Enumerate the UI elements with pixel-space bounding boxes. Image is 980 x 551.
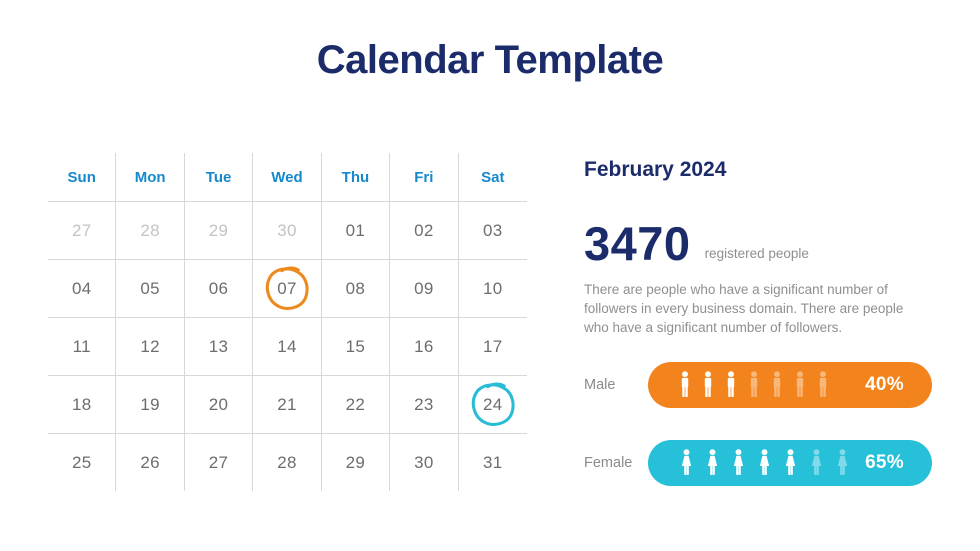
calendar-day-cell: 29: [184, 201, 254, 259]
calendar-day-cell: 18: [48, 375, 117, 433]
percent-label: 40%: [865, 374, 904, 395]
percent-label: 65%: [865, 452, 904, 473]
calendar-day-cell: 25: [48, 433, 117, 491]
calendar-day-cell: 01: [321, 201, 391, 259]
calendar-day-cell: 17: [458, 317, 527, 375]
male-person-icon: [701, 371, 715, 399]
bar-label: Male: [584, 377, 616, 393]
calendar-day-cell: 04: [48, 259, 117, 317]
page-title: Calendar Template: [316, 38, 664, 82]
calendar-day-cell: 28: [253, 433, 322, 491]
weekday-header: Thu: [322, 153, 391, 201]
female-person-icon: [782, 449, 799, 477]
person-icons-group: [678, 449, 851, 477]
calendar-day-cell: 11: [48, 317, 117, 375]
calendar-day-cell: 28: [116, 201, 185, 259]
stat-row: 3470 registered people: [584, 217, 809, 270]
female-progress-pill: 65%: [648, 440, 932, 486]
calendar-day-cell: 23: [390, 375, 459, 433]
calendar-day-cell: 14: [253, 317, 322, 375]
male-person-icon: [678, 371, 692, 399]
male-progress-pill: 40%: [648, 362, 932, 408]
weekday-header: Fri: [390, 153, 459, 201]
stat-caption: registered people: [704, 246, 809, 262]
calendar-day-cell: 24: [458, 375, 527, 433]
calendar-day-cell: 29: [321, 433, 391, 491]
weekday-header: Mon: [116, 153, 185, 201]
calendar-day-cell: 27: [48, 201, 117, 259]
female-person-icon: [704, 449, 721, 477]
calendar-day-cell: 30: [390, 433, 459, 491]
female-person-icon: [678, 449, 695, 477]
calendar: Sun Mon Tue Wed Thu Fri Sat 27 28 29 30 01 02 03 04 05 0…: [48, 153, 527, 491]
calendar-day-cell: 19: [116, 375, 185, 433]
male-person-icon: [747, 371, 761, 399]
calendar-day-cell: 05: [116, 259, 185, 317]
male-bar-row: Male 40%: [584, 362, 932, 408]
male-person-icon: [793, 371, 807, 399]
female-bar-row: Female 65%: [584, 440, 932, 486]
male-person-icon: [816, 371, 830, 399]
hand-drawn-circle-icon: [471, 382, 515, 426]
calendar-day-cell: 08: [321, 259, 391, 317]
month-title: February 2024: [584, 158, 727, 181]
female-person-icon: [756, 449, 773, 477]
female-person-icon: [808, 449, 825, 477]
calendar-day-cell: 09: [390, 259, 459, 317]
calendar-day-cell: 31: [458, 433, 527, 491]
female-person-icon: [730, 449, 747, 477]
calendar-day-cell: 27: [184, 433, 254, 491]
hand-drawn-circle-icon: [265, 266, 309, 310]
bar-label: Female: [584, 455, 633, 471]
calendar-day-cell: 15: [321, 317, 391, 375]
calendar-day-cell: 10: [458, 259, 527, 317]
calendar-day-cell: 06: [184, 259, 254, 317]
calendar-day-cell: 02: [390, 201, 459, 259]
calendar-day-cell: 03: [458, 201, 527, 259]
stat-description: There are people who have a significant …: [584, 282, 904, 335]
calendar-day-cell: 22: [321, 375, 391, 433]
calendar-day-cell: 07: [253, 259, 322, 317]
stat-value: 3470: [584, 217, 691, 270]
male-person-icon: [770, 371, 784, 399]
weekday-header: Wed: [253, 153, 322, 201]
weekday-header: Sun: [48, 153, 117, 201]
weekday-header: Sat: [481, 168, 505, 186]
calendar-day-cell: 16: [390, 317, 459, 375]
calendar-day-cell: 12: [116, 317, 185, 375]
calendar-day-cell: 13: [184, 317, 254, 375]
person-icons-group: [678, 371, 830, 399]
calendar-day-cell: 26: [116, 433, 185, 491]
calendar-grid: Sun Mon Tue Wed Thu Fri Sat 27 28 29 30 01 02 03 04 05 0…: [48, 153, 527, 491]
calendar-day-cell: 20: [184, 375, 254, 433]
weekday-header: Tue: [185, 153, 254, 201]
male-person-icon: [724, 371, 738, 399]
female-person-icon: [834, 449, 851, 477]
calendar-day-cell: 30: [253, 201, 322, 259]
calendar-day-cell: 21: [253, 375, 322, 433]
